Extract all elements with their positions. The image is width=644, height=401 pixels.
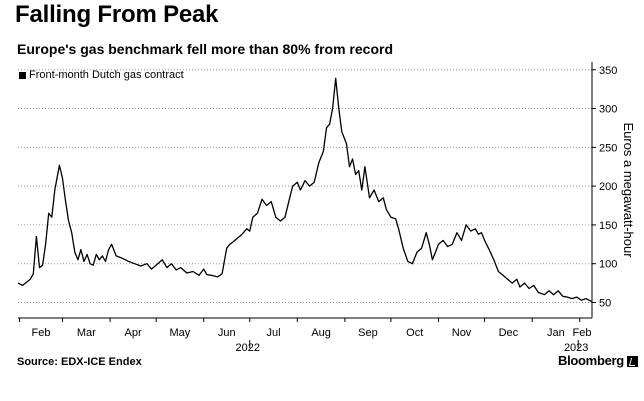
x-tick-label: Nov <box>452 327 472 339</box>
source-note: Source: EDX-ICE Endex <box>17 356 142 368</box>
x-tick-label: Jul <box>267 327 281 339</box>
bloomberg-mark-icon <box>626 355 638 367</box>
x-tick-label: Feb <box>32 327 51 339</box>
brand-logo: Bloomberg <box>558 352 638 370</box>
x-tick-label: Sep <box>358 327 378 339</box>
chart-title: Falling From Peak <box>15 1 219 28</box>
y-tick-label: 300 <box>599 104 617 116</box>
y-tick-label: 350 <box>599 65 617 77</box>
y-tick-label: 100 <box>599 259 617 271</box>
x-tick-label: Dec <box>499 327 519 339</box>
legend-swatch <box>19 71 26 79</box>
y-tick-label: 200 <box>599 181 617 193</box>
y-tick-label: 250 <box>599 142 617 154</box>
legend-label: Front-month Dutch gas contract <box>29 69 184 81</box>
y-tick-label: 50 <box>599 297 611 309</box>
series-line-0 <box>17 77 593 303</box>
x-tick-label: Feb <box>573 327 592 339</box>
year-label: 2023 <box>564 342 588 354</box>
x-tick-label: Oct <box>406 327 423 339</box>
x-tick-label: Aug <box>311 327 331 339</box>
x-tick-label: Mar <box>77 327 96 339</box>
x-tick-label: Jun <box>218 327 236 339</box>
x-tick-label: Apr <box>125 327 142 339</box>
chart-legend: Front-month Dutch gas contract <box>19 68 184 82</box>
x-tick-label: Jan <box>547 327 565 339</box>
x-tick-label: May <box>170 327 191 339</box>
y-axis-title: Euros a megawatt-hour <box>621 122 636 258</box>
brand-name: Bloomberg <box>558 353 624 368</box>
y-tick-label: 150 <box>599 220 617 232</box>
chart-subtitle: Europe's gas benchmark fell more than 80… <box>17 41 393 57</box>
year-label: 2022 <box>236 342 260 354</box>
